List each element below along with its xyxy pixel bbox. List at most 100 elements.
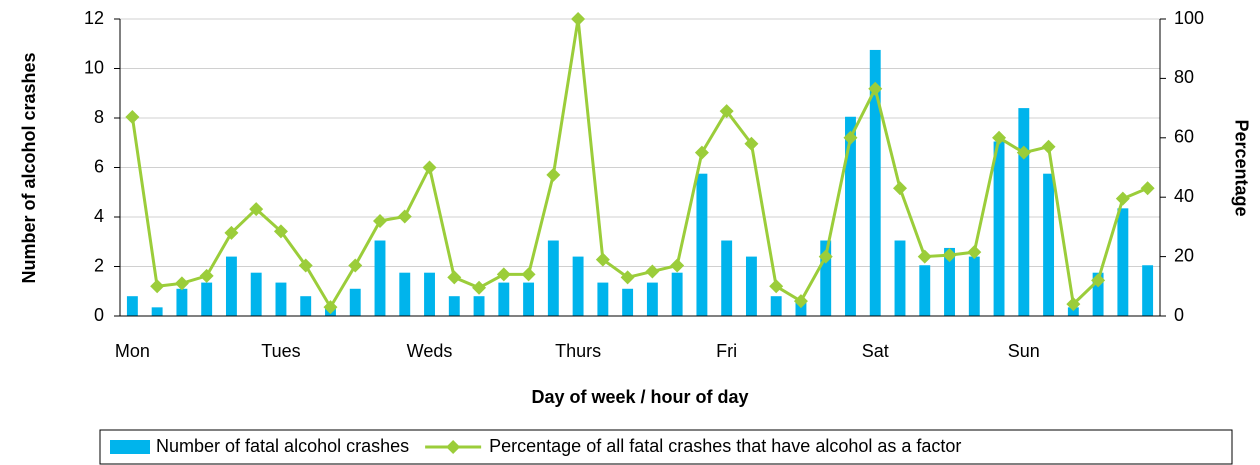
marker — [273, 224, 288, 239]
bar — [1067, 307, 1079, 316]
legend-label: Percentage of all fatal crashes that hav… — [489, 436, 961, 456]
bar — [671, 272, 683, 316]
bar — [399, 272, 411, 316]
marker — [397, 209, 412, 224]
y-tick-label: 8 — [94, 107, 104, 127]
marker — [793, 294, 808, 309]
x-tick-label: Thurs — [555, 341, 601, 361]
y-tick-label: 6 — [94, 156, 104, 176]
marker — [595, 252, 610, 267]
legend-label: Number of fatal alcohol crashes — [156, 436, 409, 456]
bar — [993, 141, 1005, 316]
bar — [1043, 173, 1055, 316]
bar — [1018, 108, 1030, 316]
marker — [571, 12, 586, 26]
y2-tick-label: 80 — [1174, 67, 1194, 87]
legend-marker — [446, 440, 461, 454]
y-tick-label: 12 — [84, 8, 104, 28]
bar — [622, 288, 634, 316]
marker — [967, 245, 982, 260]
x-tick-label: Mon — [115, 341, 150, 361]
marker — [1140, 181, 1155, 196]
bar — [523, 282, 535, 316]
bar — [919, 265, 931, 316]
marker — [744, 136, 759, 151]
bar — [250, 272, 262, 316]
bar — [869, 49, 881, 316]
marker — [1091, 273, 1106, 288]
bar — [646, 282, 658, 316]
bar — [374, 240, 386, 316]
marker — [298, 258, 313, 273]
line — [130, 18, 1149, 311]
y-tick-label: 4 — [94, 206, 104, 226]
bar — [498, 282, 510, 316]
marker — [917, 249, 932, 264]
y-tick-label: 2 — [94, 255, 104, 275]
legend-box — [99, 429, 1233, 465]
marker — [521, 267, 536, 282]
bar — [300, 296, 312, 316]
bar — [126, 296, 138, 316]
marker — [496, 267, 511, 282]
y2-tick-label: 0 — [1174, 305, 1184, 325]
marker — [818, 249, 833, 264]
y-tick-label: 10 — [84, 57, 104, 77]
bar — [275, 282, 287, 316]
y2-tick-label: 40 — [1174, 186, 1194, 206]
x-tick-label: Sun — [1008, 341, 1040, 361]
x-tick-label: Sat — [862, 341, 889, 361]
bar — [770, 296, 782, 316]
x-axis-title: Day of week / hour of day — [531, 387, 748, 407]
marker — [224, 225, 239, 240]
marker — [1066, 297, 1081, 312]
marker — [348, 258, 363, 273]
marker — [645, 264, 660, 279]
marker — [472, 280, 487, 295]
marker — [1115, 191, 1130, 206]
bar — [349, 288, 361, 316]
marker — [694, 145, 709, 160]
x-tick-label: Tues — [261, 341, 300, 361]
bar — [225, 256, 237, 316]
bar — [894, 240, 906, 316]
y-axis-title: Number of alcohol crashes — [19, 52, 39, 283]
y2-tick-label: 20 — [1174, 245, 1194, 265]
marker — [868, 81, 883, 96]
marker — [1016, 145, 1031, 160]
marker — [447, 270, 462, 285]
y2-tick-label: 60 — [1174, 127, 1194, 147]
bar — [1142, 265, 1154, 316]
bar — [696, 173, 708, 316]
bar — [151, 307, 163, 316]
marker — [769, 279, 784, 294]
marker — [620, 270, 635, 285]
legend-swatch — [110, 440, 150, 454]
bar — [820, 240, 832, 316]
bar — [547, 240, 559, 316]
marker — [422, 160, 437, 175]
marker — [942, 248, 957, 263]
marker — [125, 110, 140, 125]
bar — [1117, 208, 1129, 316]
marker — [249, 202, 264, 217]
marker — [719, 104, 734, 119]
marker — [373, 213, 387, 228]
marker — [323, 300, 338, 315]
marker — [992, 130, 1007, 145]
marker — [174, 276, 189, 291]
bar — [745, 256, 757, 316]
marker — [199, 268, 214, 283]
x-tick-label: Weds — [407, 341, 453, 361]
bar — [944, 247, 955, 316]
bar — [1092, 272, 1104, 316]
marker — [893, 181, 907, 196]
y-tick-label: 0 — [94, 305, 104, 325]
bar — [572, 256, 584, 316]
marker — [670, 258, 685, 273]
marker — [1041, 139, 1056, 154]
bar — [795, 301, 807, 316]
bar — [968, 256, 980, 316]
x-tick-label: Fri — [716, 341, 737, 361]
marker — [843, 130, 858, 145]
